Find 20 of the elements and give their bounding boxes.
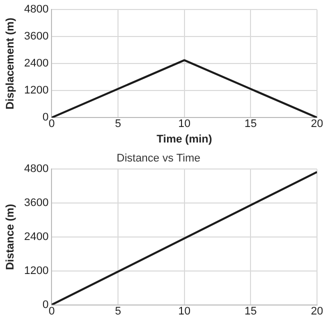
y-axis-title: Distance (m) xyxy=(4,204,17,270)
x-tick-label: 5 xyxy=(114,118,122,130)
x-tick-label: 20 xyxy=(310,118,324,130)
x-tick-label: 5 xyxy=(114,305,122,318)
x-tick-label: 10 xyxy=(178,118,190,130)
y-tick-label: 4800 xyxy=(24,4,49,16)
chart-title: Distance vs Time xyxy=(116,152,200,165)
y-tick-label: 2400 xyxy=(24,58,49,70)
y-tick-label: 1200 xyxy=(24,84,49,97)
y-axis-title: Displacement (m) xyxy=(4,17,17,110)
y-tick-label: 2400 xyxy=(24,231,49,244)
y-tick-label: 1200 xyxy=(24,264,49,277)
x-axis-title: Time (min) xyxy=(156,133,212,146)
x-tick-label: 10 xyxy=(178,305,190,318)
x-tick-label: 15 xyxy=(244,118,257,130)
y-tick-label: 3600 xyxy=(24,197,49,210)
x-tick-label: 20 xyxy=(310,305,324,318)
y-tick-label: 4800 xyxy=(24,163,49,176)
y-tick-label: 3600 xyxy=(24,30,49,43)
x-tick-label: 15 xyxy=(244,305,257,318)
